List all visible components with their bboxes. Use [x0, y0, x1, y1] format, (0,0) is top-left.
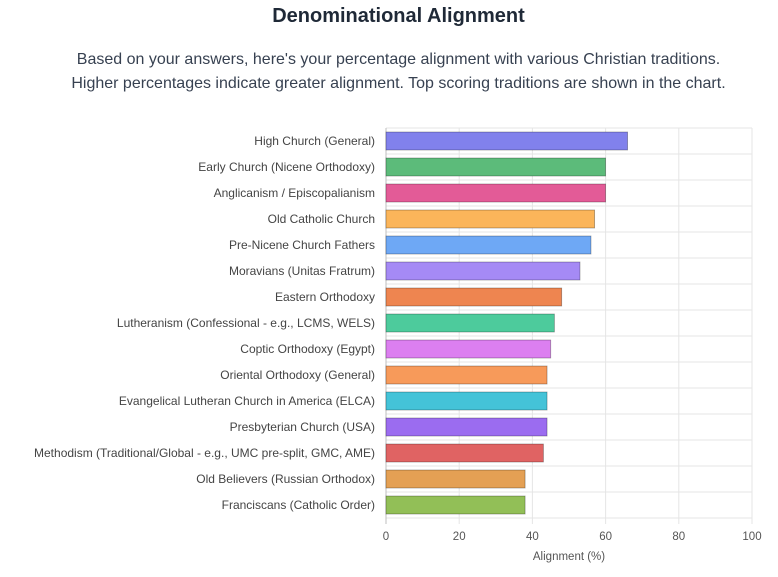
category-label: Presbyterian Church (USA) [230, 420, 375, 434]
bar [385, 495, 526, 515]
bar [385, 183, 607, 203]
bar [385, 261, 581, 281]
category-label: Early Church (Nicene Orthodoxy) [198, 160, 375, 174]
category-label: Oriental Orthodoxy (General) [220, 368, 375, 382]
page-subtitle: Based on your answers, here's your perce… [0, 48, 778, 96]
bar [385, 417, 548, 437]
bar [385, 287, 563, 307]
category-label: Old Catholic Church [268, 212, 375, 226]
category-label: Evangelical Lutheran Church in America (… [119, 394, 375, 408]
bar [385, 313, 555, 333]
x-tick-label: 100 [742, 531, 761, 543]
subtitle-line-2: Higher percentages indicate greater alig… [71, 75, 726, 92]
x-tick-labels: 0 20 40 60 80 100 [383, 531, 762, 543]
bar [385, 209, 596, 229]
x-tick-label: 20 [453, 531, 466, 543]
subtitle-line-1: Based on your answers, here's your perce… [76, 51, 721, 68]
category-label: Pre-Nicene Church Fathers [229, 238, 375, 252]
category-label: Coptic Orthodoxy (Egypt) [240, 342, 375, 356]
category-label: Anglicanism / Episcopalianism [214, 186, 375, 200]
bar [385, 235, 592, 255]
category-label: Methodism (Traditional/Global - e.g., UM… [34, 446, 375, 460]
x-tick-label: 0 [383, 531, 389, 543]
bar [385, 365, 548, 385]
category-label: Old Believers (Russian Orthodox) [196, 472, 375, 486]
x-axis-title: Alignment (%) [533, 551, 605, 563]
x-tick-label: 40 [526, 531, 539, 543]
bar [385, 391, 548, 411]
page-title: Denominational Alignment [272, 5, 525, 27]
category-label: High Church (General) [254, 134, 375, 148]
bar [385, 157, 607, 177]
chart-bars [385, 131, 628, 515]
bar [385, 339, 552, 359]
category-label: Franciscans (Catholic Order) [222, 498, 375, 512]
bar [385, 443, 544, 463]
category-label: Moravians (Unitas Fratrum) [229, 264, 375, 278]
category-label: Eastern Orthodoxy [275, 290, 375, 304]
category-labels: High Church (General) Early Church (Nicen… [34, 134, 375, 512]
bar [385, 131, 628, 151]
bar [385, 469, 526, 489]
x-tick-label: 80 [672, 531, 685, 543]
x-tick-label: 60 [599, 531, 612, 543]
category-label: Lutheranism (Confessional - e.g., LCMS, … [117, 316, 375, 330]
